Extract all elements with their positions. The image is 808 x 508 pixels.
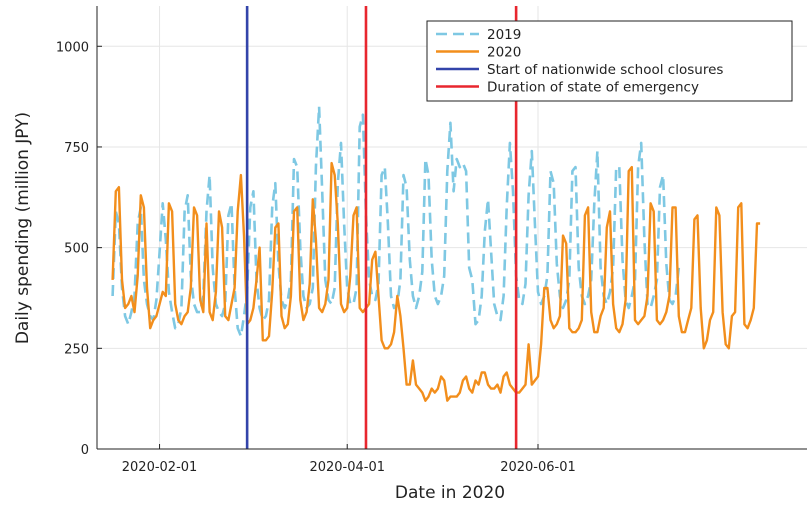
y-ticks: 0 250 500 750 1000	[56, 40, 102, 458]
y-tick-label: 250	[64, 342, 89, 357]
legend-box	[426, 20, 793, 102]
y-tick-label: 750	[64, 141, 89, 156]
legend-label: 2019	[487, 27, 521, 43]
legend-label: Start of nationwide school closures	[487, 62, 723, 78]
y-tick-label: 500	[64, 242, 89, 257]
x-tick-label: 2020-04-01	[309, 460, 385, 475]
x-ticks: 2020-02-01 2020-04-01 2020-06-01	[122, 444, 576, 475]
y-tick-label: 0	[81, 443, 89, 458]
x-axis-label: Date in 2020	[395, 483, 505, 503]
legend-label: 2020	[487, 45, 521, 61]
series-line-2020	[111, 161, 761, 402]
x-tick-label: 2020-02-01	[122, 460, 198, 475]
x-tick-label: 2020-06-01	[500, 460, 576, 475]
legend-label: Duration of state of emergency	[487, 80, 699, 96]
series-group	[111, 105, 761, 402]
y-tick-label: 1000	[56, 40, 89, 55]
y-axis-label: Daily spending (million JPY)	[13, 112, 33, 344]
axes	[96, 6, 807, 450]
